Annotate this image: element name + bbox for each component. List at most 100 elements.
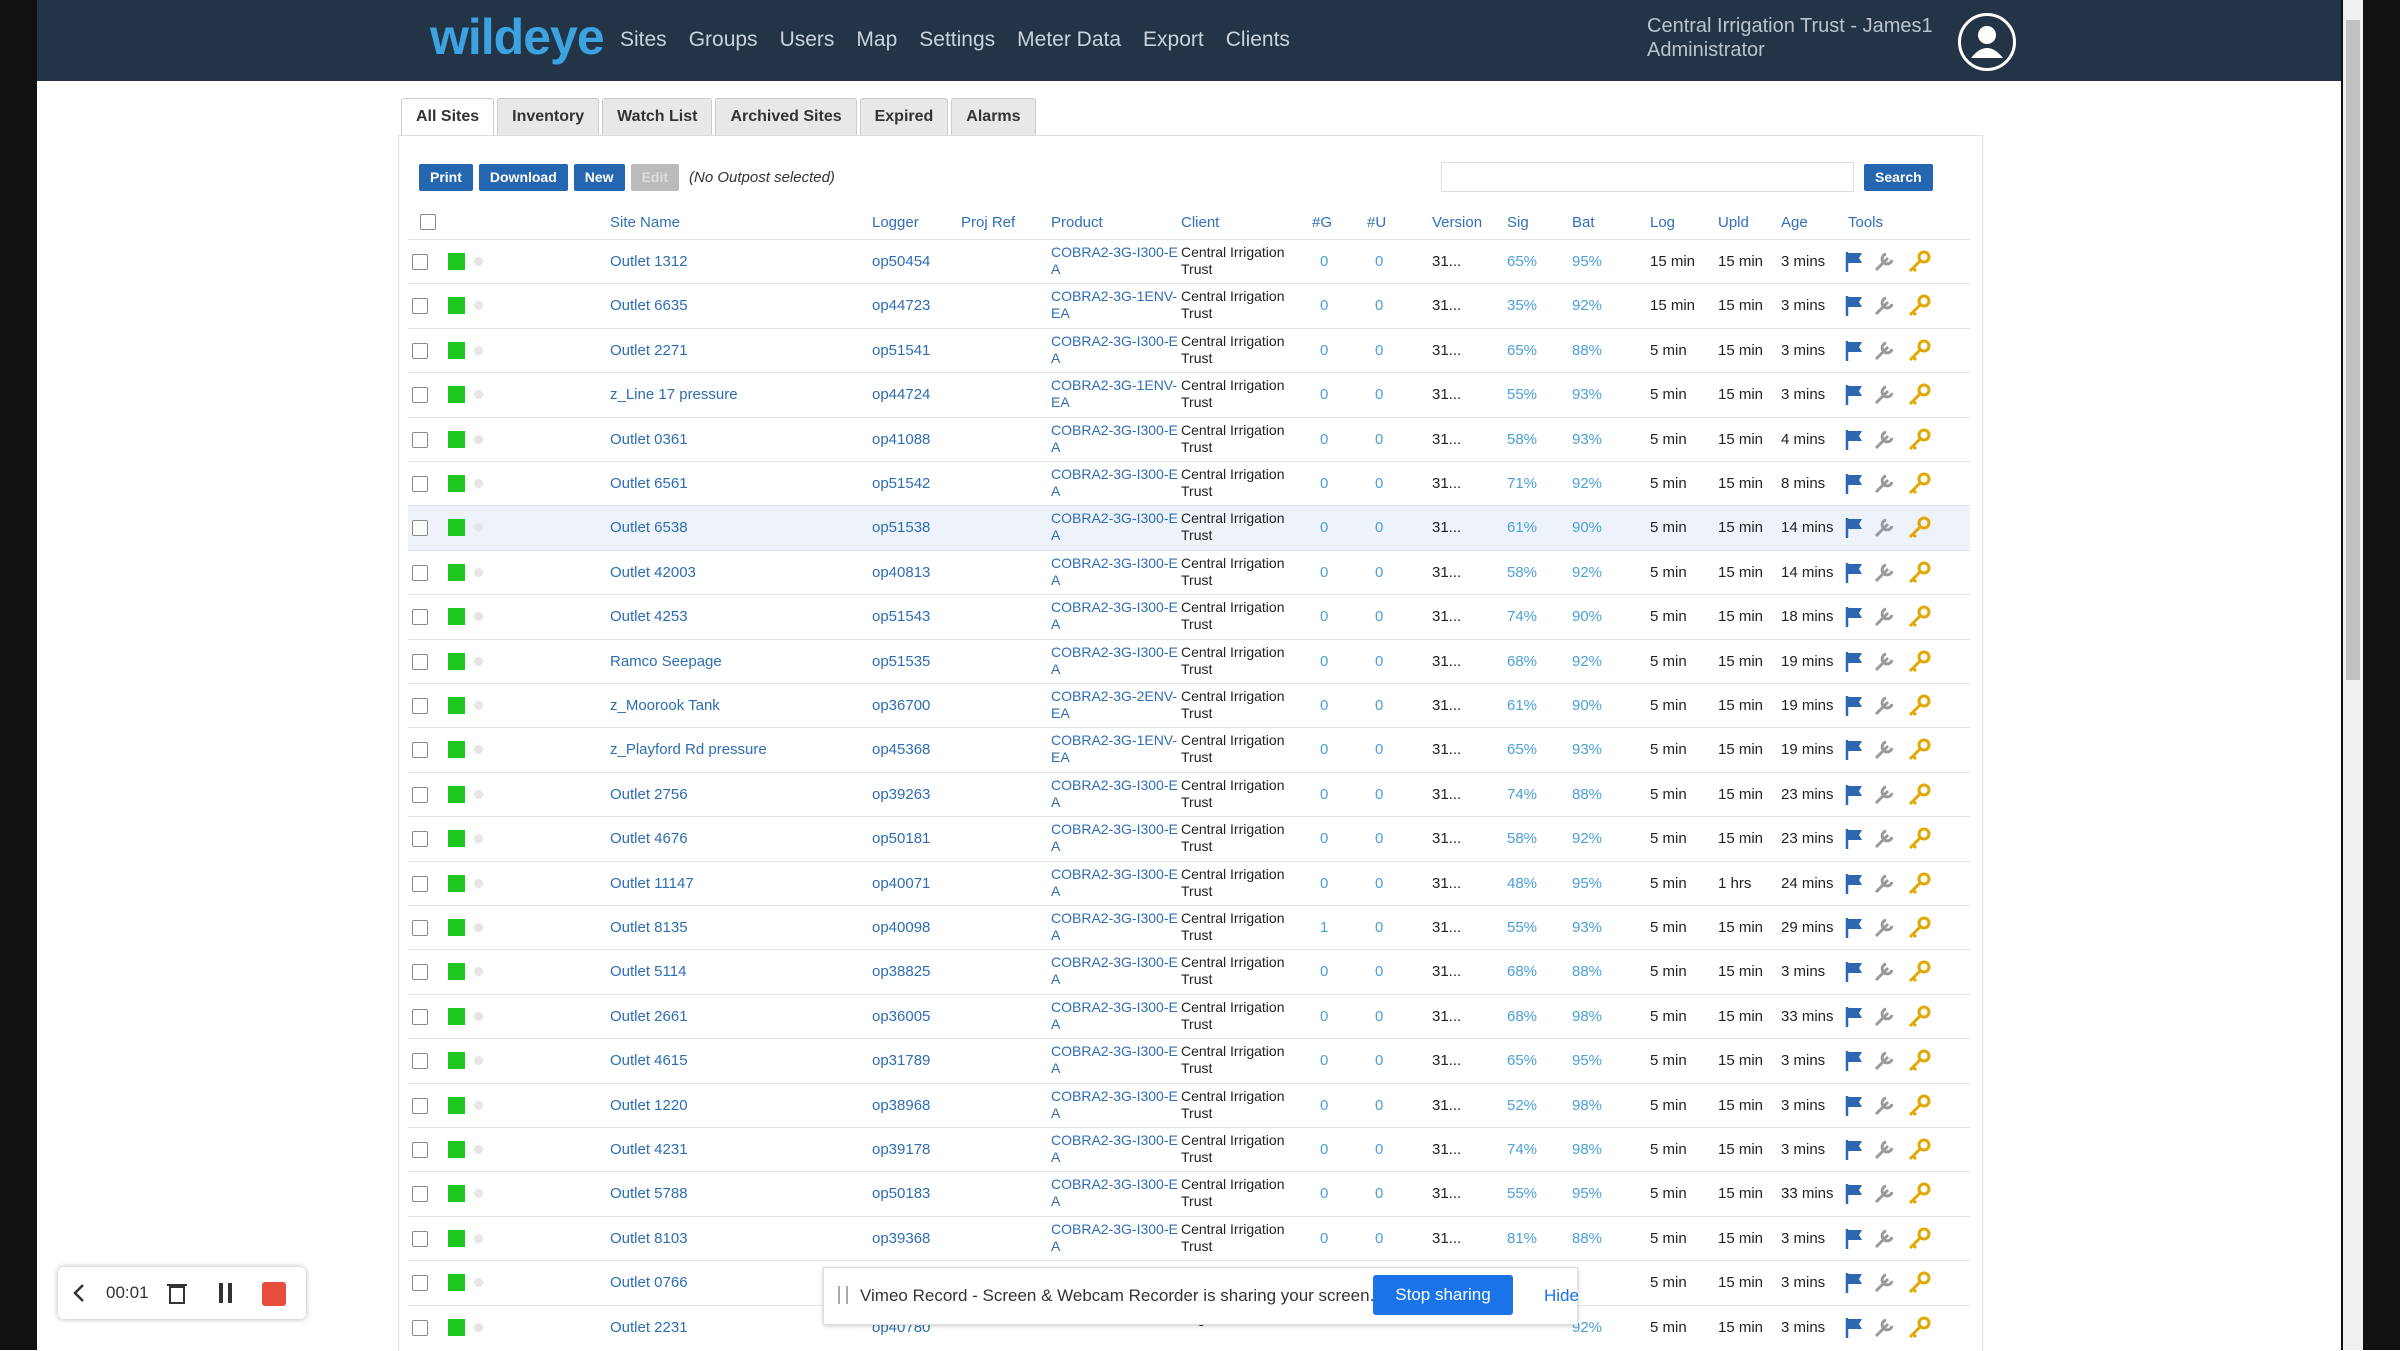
table-row[interactable]: Outlet 4615 op31789 COBRA2-3G-I300-EA Centr… bbox=[408, 1038, 1970, 1083]
column-header[interactable]: Bat bbox=[1572, 214, 1595, 231]
tool-icons[interactable] bbox=[1844, 738, 1934, 762]
cell-logger[interactable]: op51541 bbox=[872, 341, 931, 359]
toolbar-button[interactable]: Download bbox=[478, 164, 568, 191]
table-row[interactable]: Outlet 1220 op38968 COBRA2-3G-I300-EA Centr… bbox=[408, 1082, 1970, 1128]
cell-site-name[interactable]: Outlet 1312 bbox=[610, 253, 688, 270]
tab[interactable]: Inventory bbox=[497, 98, 600, 135]
nav-item[interactable]: Groups bbox=[688, 28, 758, 51]
tool-icons[interactable] bbox=[1844, 1182, 1934, 1206]
cell-site-name[interactable]: Outlet 2231 bbox=[610, 1318, 688, 1336]
row-checkbox[interactable] bbox=[412, 831, 428, 848]
column-header[interactable]: Upld bbox=[1718, 214, 1749, 231]
cell-logger[interactable]: op39368 bbox=[872, 1229, 931, 1247]
cell-product[interactable]: COBRA2-3G-I300-EA bbox=[1051, 466, 1178, 499]
cell-site-name[interactable]: Outlet 4231 bbox=[610, 1141, 688, 1158]
tool-icons[interactable] bbox=[1844, 605, 1934, 629]
tool-icons[interactable] bbox=[1844, 294, 1934, 318]
table-row[interactable]: Outlet 11147 op40071 COBRA2-3G-I300-EA Cent… bbox=[408, 860, 1970, 906]
tool-icons[interactable] bbox=[1844, 383, 1934, 407]
cell-site-name[interactable]: Outlet 8103 bbox=[610, 1229, 688, 1247]
cell-product[interactable]: COBRA2-3G-I300-EA bbox=[1051, 1132, 1178, 1165]
tool-icons[interactable] bbox=[1844, 1138, 1934, 1162]
cell-logger[interactable]: op40813 bbox=[872, 563, 931, 581]
tool-icons[interactable] bbox=[1844, 1271, 1934, 1295]
table-row[interactable]: Outlet 1312 op50454 COBRA2-3G-I300-EA Centr… bbox=[408, 239, 1970, 284]
cell-logger[interactable]: op51542 bbox=[872, 475, 931, 492]
cell-logger[interactable]: op31789 bbox=[872, 1052, 931, 1070]
drag-handle[interactable] bbox=[838, 1286, 848, 1304]
cell-product[interactable]: COBRA2-3G-I300-EA bbox=[1051, 510, 1178, 544]
row-checkbox[interactable] bbox=[412, 964, 428, 981]
cell-site-name[interactable]: Outlet 2756 bbox=[610, 785, 688, 803]
row-checkbox[interactable] bbox=[412, 431, 428, 448]
nav-item[interactable]: Clients bbox=[1225, 28, 1290, 51]
column-header[interactable]: Proj Ref bbox=[961, 214, 1016, 231]
row-checkbox[interactable] bbox=[412, 476, 428, 492]
table-row[interactable]: Outlet 6561 op51542 COBRA2-3G-I300-EA Centr… bbox=[408, 461, 1970, 506]
tab[interactable]: Watch List bbox=[602, 98, 713, 135]
tool-icons[interactable] bbox=[1844, 428, 1934, 452]
cell-logger[interactable]: op38825 bbox=[872, 963, 931, 981]
cell-logger[interactable]: op51535 bbox=[872, 652, 931, 670]
tool-icons[interactable] bbox=[1844, 250, 1934, 274]
row-checkbox[interactable] bbox=[412, 1097, 428, 1114]
row-checkbox[interactable] bbox=[412, 1230, 428, 1247]
nav-item[interactable]: Export bbox=[1143, 28, 1204, 51]
cell-site-name[interactable]: Outlet 42003 bbox=[610, 563, 696, 581]
cell-product[interactable]: COBRA2-3G-I300-EA bbox=[1051, 910, 1178, 943]
toolbar-button[interactable]: Print bbox=[419, 164, 473, 191]
cell-site-name[interactable]: z_Moorook Tank bbox=[610, 697, 720, 714]
cell-logger[interactable]: op38968 bbox=[872, 1096, 931, 1114]
row-checkbox[interactable] bbox=[412, 786, 428, 803]
tool-icons[interactable] bbox=[1844, 783, 1934, 807]
search-button[interactable]: Search bbox=[1864, 164, 1933, 191]
cell-site-name[interactable]: z_Playford Rd pressure bbox=[610, 741, 767, 759]
cell-logger[interactable]: op41088 bbox=[872, 430, 931, 448]
toolbar-button[interactable]: New bbox=[573, 164, 625, 191]
select-all-checkbox[interactable] bbox=[420, 214, 436, 230]
table-row[interactable]: Outlet 6538 op51538 COBRA2-3G-I300-EA Centr… bbox=[408, 505, 1970, 551]
column-header[interactable]: Logger bbox=[872, 214, 919, 231]
cell-logger[interactable]: op40071 bbox=[872, 874, 931, 892]
row-checkbox[interactable] bbox=[412, 1142, 428, 1158]
cell-product[interactable]: COBRA2-3G-I300-EA bbox=[1051, 421, 1178, 455]
row-checkbox[interactable] bbox=[412, 875, 428, 892]
cell-product[interactable]: COBRA2-3G-I300-EA bbox=[1051, 865, 1178, 899]
stop-sharing-button[interactable]: Stop sharing bbox=[1373, 1275, 1513, 1315]
column-header[interactable]: Age bbox=[1781, 214, 1808, 231]
table-row[interactable]: Outlet 6635 op44723 COBRA2-3G-1ENV-EA Centr… bbox=[408, 283, 1970, 328]
cell-site-name[interactable]: Outlet 2271 bbox=[610, 341, 688, 359]
cell-site-name[interactable]: Outlet 4253 bbox=[610, 608, 688, 626]
nav-item[interactable]: Map bbox=[856, 28, 898, 51]
cell-site-name[interactable]: Outlet 4615 bbox=[610, 1052, 688, 1070]
table-row[interactable]: Outlet 4253 op51543 COBRA2-3G-I300-EA Centr… bbox=[408, 594, 1970, 639]
cell-site-name[interactable]: Outlet 0766 bbox=[610, 1274, 688, 1292]
row-checkbox[interactable] bbox=[412, 564, 428, 581]
cell-site-name[interactable]: Outlet 1220 bbox=[610, 1096, 688, 1114]
column-header[interactable]: Sig bbox=[1507, 214, 1529, 231]
tool-icons[interactable] bbox=[1844, 472, 1934, 496]
table-row[interactable]: Outlet 5788 op50183 COBRA2-3G-I300-EA Centr… bbox=[408, 1171, 1970, 1216]
tab[interactable]: Archived Sites bbox=[715, 98, 857, 135]
table-row[interactable]: Outlet 5114 op38825 COBRA2-3G-I300-EA Centr… bbox=[408, 949, 1970, 994]
cell-site-name[interactable]: Outlet 6538 bbox=[610, 519, 688, 537]
row-checkbox[interactable] bbox=[412, 387, 428, 404]
row-checkbox[interactable] bbox=[412, 1319, 428, 1336]
table-row[interactable]: Outlet 4231 op39178 COBRA2-3G-I300-EA Centr… bbox=[408, 1127, 1970, 1172]
cell-site-name[interactable]: Outlet 5788 bbox=[610, 1185, 688, 1203]
cell-product[interactable]: COBRA2-3G-1ENV-EA bbox=[1051, 377, 1178, 411]
cell-product[interactable]: COBRA2-3G-I300-EA bbox=[1051, 776, 1178, 810]
hide-button[interactable]: Hide bbox=[1544, 1286, 1579, 1305]
tool-icons[interactable] bbox=[1844, 1005, 1934, 1029]
column-header[interactable]: Product bbox=[1051, 214, 1103, 231]
cell-product[interactable]: COBRA2-3G-I300-EA bbox=[1051, 1176, 1178, 1210]
row-checkbox[interactable] bbox=[412, 920, 428, 936]
tool-icons[interactable] bbox=[1844, 827, 1934, 851]
nav-item[interactable]: Users bbox=[779, 28, 835, 51]
back-icon[interactable] bbox=[72, 1283, 86, 1303]
cell-product[interactable]: COBRA2-3G-I300-EA bbox=[1051, 244, 1178, 277]
pause-icon[interactable] bbox=[218, 1282, 234, 1304]
cell-site-name[interactable]: z_Line 17 pressure bbox=[610, 386, 738, 404]
tool-icons[interactable] bbox=[1844, 1049, 1934, 1073]
cell-site-name[interactable]: Outlet 11147 bbox=[610, 874, 694, 892]
